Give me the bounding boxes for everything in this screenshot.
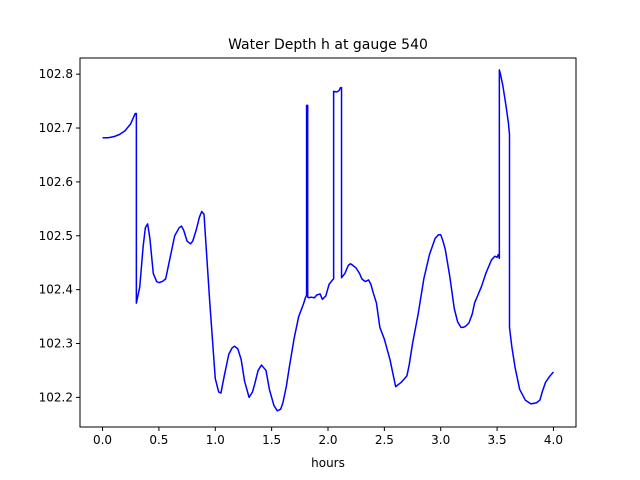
x-tick-label: 1.0 [206,433,225,447]
y-tick-label: 102.7 [39,121,73,135]
y-tick-label: 102.6 [39,175,73,189]
chart-title: Water Depth h at gauge 540 [228,37,428,53]
x-tick-label: 2.5 [375,433,394,447]
y-tick-label: 102.5 [39,229,73,243]
x-tick-label: 2.0 [318,433,337,447]
x-tick-label: 0.5 [149,433,168,447]
plot-frame [79,57,577,428]
x-tick-label: 1.5 [262,433,281,447]
x-tick-label: 4.0 [544,433,563,447]
x-tick-label: 3.0 [431,433,450,447]
plot-area [102,69,555,412]
y-tick-label: 102.2 [39,390,73,404]
series-line-0 [102,69,555,412]
y-axis: 102.2 102.3 102.4 102.5 102.6 102.7 102.8 [39,67,80,404]
x-axis-label: hours [311,456,345,470]
x-axis: 0.0 0.5 1.0 1.5 2.0 2.5 3.0 3.5 4.0 [93,427,563,447]
x-tick-label: 0.0 [93,433,112,447]
x-tick-label: 3.5 [488,433,507,447]
y-tick-label: 102.3 [39,337,73,351]
y-tick-label: 102.8 [39,67,73,81]
y-tick-label: 102.4 [39,283,73,297]
